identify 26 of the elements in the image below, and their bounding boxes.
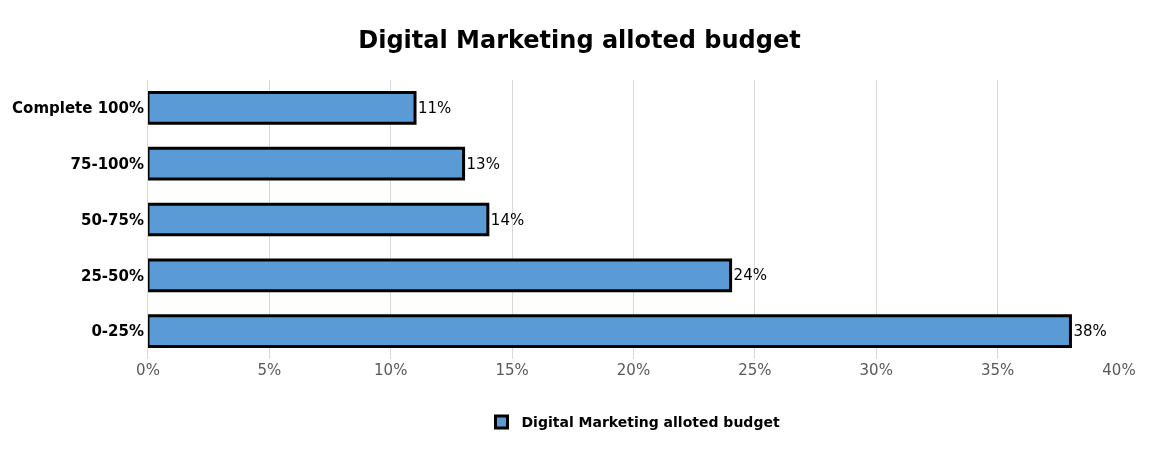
x-tick-label: 30% — [859, 361, 893, 379]
data-label: 14% — [490, 210, 525, 229]
chart-title: Digital Marketing alloted budget — [358, 26, 801, 55]
bar — [148, 202, 490, 237]
y-tick-label: 75-100% — [70, 154, 144, 173]
x-tick-label: 15% — [495, 361, 529, 379]
x-tick-label: 10% — [374, 361, 408, 379]
y-tick-label: 0-25% — [91, 322, 144, 341]
x-tick-label: 20% — [616, 361, 651, 379]
x-tick-label: 0% — [136, 361, 160, 379]
x-tick-label: 40% — [1102, 361, 1136, 379]
bar — [148, 91, 417, 125]
data-label: 11% — [418, 98, 452, 117]
data-label: 38% — [1073, 322, 1107, 341]
bar — [148, 146, 466, 181]
bar — [148, 314, 1072, 348]
x-tick-label: 25% — [738, 361, 772, 379]
x-tick-label: 5% — [257, 361, 282, 379]
data-label: 24% — [733, 266, 767, 285]
y-tick-label: 50-75% — [80, 210, 144, 229]
bar — [148, 258, 733, 293]
legend-label: Digital Marketing alloted budget — [521, 414, 780, 431]
y-tick-label: 25-50% — [80, 266, 144, 285]
x-tick-label: 35% — [980, 361, 1015, 379]
y-tick-label: Complete 100% — [12, 99, 144, 118]
data-label: 13% — [466, 154, 500, 173]
